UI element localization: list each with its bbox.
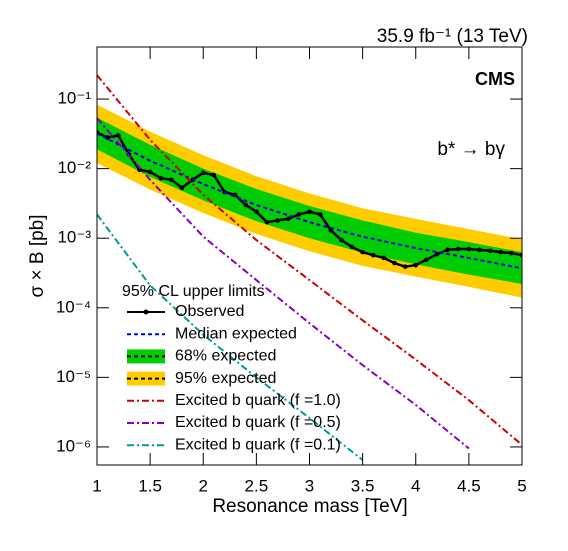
observed-point	[264, 219, 270, 225]
legend-swatch	[127, 371, 165, 386]
limit-line	[97, 213, 364, 461]
x-tick-label: 3.5	[351, 476, 375, 495]
observed-point	[158, 175, 164, 181]
y-tick-label: 10⁻²	[57, 158, 91, 177]
plot-area	[97, 74, 522, 461]
observed-point	[424, 257, 429, 263]
limit-line	[97, 117, 470, 450]
observed-point	[200, 170, 206, 176]
y-tick-label: 10⁻³	[57, 228, 91, 247]
legend-label: 95% expected	[175, 370, 276, 387]
observed-point	[445, 247, 450, 253]
observed-point	[370, 252, 376, 258]
observed-point	[392, 260, 397, 266]
observed-point	[498, 249, 504, 255]
observed-point	[254, 209, 259, 215]
observed-point	[296, 212, 302, 217]
observed-point	[402, 264, 408, 269]
annotation: b* → bγ	[437, 139, 505, 160]
limit-line	[97, 132, 522, 270]
observed-point	[509, 250, 514, 256]
observed-point	[381, 255, 387, 261]
x-tick-label: 1.5	[138, 476, 162, 495]
observed-point	[434, 251, 440, 257]
observed-point	[349, 244, 355, 250]
observed-point	[285, 216, 291, 222]
x-tick-label: 4	[411, 476, 420, 495]
x-tick-label: 5	[517, 476, 526, 495]
legend-label: Excited b quark (f =0.5)	[175, 414, 341, 431]
legend-label: Excited b quark (f =1.0)	[175, 392, 341, 409]
observed-point	[477, 247, 482, 253]
legend-title: 95% CL upper limits	[122, 283, 265, 300]
chart-title: 35.9 fb⁻¹ (13 TeV)	[377, 26, 528, 47]
legend-swatch	[127, 349, 165, 364]
observed-point	[519, 252, 522, 258]
observed-point	[317, 212, 323, 217]
observed-point	[275, 218, 280, 223]
observed-point	[211, 172, 217, 178]
experiment-label: CMS	[475, 69, 515, 89]
x-tick-label: 3	[305, 476, 314, 495]
axes: 1 1.5 2 2.5 3 3.5 4 4.5 5 10⁻⁶ 10⁻⁵ 10⁻⁴ 10⁻³ 10⁻² 10⁻…	[56, 46, 527, 495]
y-tick-label: 10⁻¹	[57, 89, 91, 108]
legend-label: 68% expected	[175, 348, 276, 365]
limit-line	[97, 74, 522, 446]
observed-point	[179, 185, 185, 191]
y-tick-label: 10⁻⁴	[56, 297, 91, 316]
observed-point	[115, 133, 121, 138]
observed-point	[487, 248, 493, 254]
y-axis-label: σ × B [pb]	[27, 214, 48, 297]
x-tick-label: 4.5	[457, 476, 481, 495]
y-tick-label: 10⁻⁶	[56, 436, 91, 455]
legend: Observed Median expected 68% expected 95% e…	[127, 303, 341, 453]
legend-swatch	[143, 309, 149, 315]
x-tick-label: 1	[92, 476, 101, 495]
observed-point	[360, 249, 365, 255]
legend-label: Excited b quark (f =0.1)	[175, 436, 341, 453]
observed-point	[307, 209, 312, 215]
observed-point	[147, 169, 153, 175]
y-tick-label: 10⁻⁵	[56, 367, 91, 386]
legend-label: Observed	[175, 303, 244, 320]
observed-point	[466, 246, 472, 252]
x-tick-label: 2	[199, 476, 208, 495]
observed-point	[339, 237, 344, 243]
expected-band	[97, 117, 522, 284]
observed-point	[455, 246, 461, 252]
observed-point	[243, 202, 249, 208]
observed-point	[169, 177, 174, 183]
x-tick-label: 2.5	[245, 476, 269, 495]
x-axis-label: Resonance mass [TeV]	[212, 496, 407, 517]
legend-label: Median expected	[175, 325, 297, 342]
observed-point	[413, 262, 419, 268]
